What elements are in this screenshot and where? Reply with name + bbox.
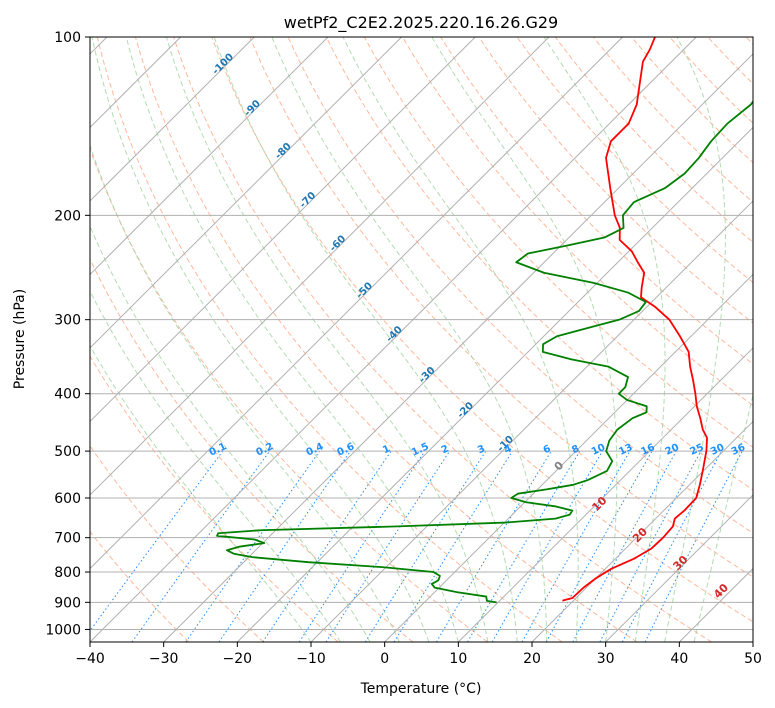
- y-tick-label: 400: [54, 387, 81, 403]
- moist-adiabat-line: [543, 37, 666, 642]
- mixing-ratio-line: [218, 450, 351, 642]
- isotherm-line: [90, 37, 329, 276]
- x-tick-label: 50: [744, 651, 762, 667]
- x-tick-label: 10: [449, 651, 467, 667]
- isotherm-line: [90, 37, 255, 202]
- x-tick-label: 30: [597, 651, 615, 667]
- dry-adiabat-line: [402, 37, 753, 407]
- mixing-ratio-label: 10: [590, 442, 607, 458]
- x-tick-label: 40: [670, 651, 688, 667]
- dewpoint-profile-line: [216, 100, 753, 604]
- dry-adiabat-line: [440, 37, 753, 365]
- dry-adiabat-line: [96, 37, 563, 642]
- dry-adiabat-line: [90, 355, 339, 642]
- series-layer: [216, 37, 753, 604]
- mixing-ratio-line: [325, 450, 451, 642]
- mixing-ratio-label: 30: [709, 442, 726, 458]
- x-tick-label: −30: [149, 651, 179, 667]
- y-tick-label: 300: [54, 313, 81, 329]
- x-tick-label: −40: [75, 651, 105, 667]
- moist-adiabat-line: [125, 37, 459, 642]
- x-tick-label: −10: [296, 651, 326, 667]
- mixing-ratio-label: 4: [503, 443, 514, 456]
- moist-adiabat-line: [165, 37, 489, 642]
- isotherm-line: [90, 37, 476, 423]
- y-tick-label: 800: [54, 565, 81, 581]
- background-lines: [90, 37, 753, 642]
- moist-adiabat-line: [342, 37, 579, 642]
- dry-adiabat-line: [90, 147, 488, 642]
- moist-adiabat-line: [693, 392, 753, 642]
- x-axis-label: Temperature (°C): [360, 681, 482, 697]
- x-tick-label: 20: [523, 651, 541, 667]
- moist-adiabat-line: [431, 37, 618, 642]
- mixing-ratio-line: [644, 450, 743, 642]
- mixing-ratio-label: 16: [639, 442, 656, 458]
- isotherm-line: [90, 37, 697, 642]
- dry-adiabat-line: [134, 37, 638, 642]
- mixing-ratio-line: [521, 450, 631, 642]
- mixing-ratio-label: 3: [476, 443, 487, 456]
- moist-adiabat-line: [91, 37, 430, 642]
- dry-adiabat-line: [325, 37, 753, 491]
- moist-adiabat-line: [213, 37, 518, 642]
- isotherm-line: [531, 420, 753, 642]
- moist-adiabat-line: [90, 225, 371, 642]
- mixing-ratio-label: 1: [381, 443, 392, 456]
- y-tick-label: 500: [54, 444, 81, 460]
- y-tick-label: 1000: [45, 622, 81, 638]
- x-tick-label: −20: [223, 651, 253, 667]
- isotherm-line: [90, 37, 402, 349]
- y-tick-label: 600: [54, 491, 81, 507]
- mixing-ratio-line: [131, 450, 271, 642]
- dry-adiabat-line: [516, 37, 753, 284]
- isotherm-line: [310, 200, 753, 642]
- y-axis-label: Pressure (hPa): [12, 289, 28, 389]
- mixing-ratio-line: [185, 450, 321, 642]
- isotherm-line: [90, 37, 623, 570]
- mixing-ratio-label: 8: [570, 443, 581, 456]
- mixing-ratio-line: [262, 450, 392, 642]
- dry-adiabat-line: [173, 37, 712, 642]
- moist-adiabat-line: [90, 143, 400, 642]
- mixing-ratio-line: [90, 450, 224, 632]
- mixing-ratio-line: [572, 450, 677, 642]
- mixing-ratio-label: 6: [542, 443, 553, 456]
- mixing-ratio-line: [298, 450, 426, 642]
- dry-adiabat-line: [90, 445, 264, 642]
- isotherm-line: [163, 53, 753, 642]
- isotherm-line: [236, 126, 753, 642]
- moist-adiabat-line: [90, 289, 341, 642]
- y-tick-label: 200: [54, 208, 81, 224]
- isotherm-line: [457, 347, 753, 642]
- dry-adiabat-line: [249, 37, 753, 578]
- mixing-ratio-label: 13: [617, 442, 634, 458]
- mixing-ratio-label: 20: [664, 442, 681, 458]
- isotherm-line: [605, 494, 753, 642]
- mixing-ratio-label: 36: [730, 442, 747, 458]
- mixing-ratio-line: [364, 450, 487, 642]
- mixing-ratio-line: [393, 450, 513, 642]
- temperature-profile-line: [562, 37, 708, 602]
- mixing-ratio-label: 25: [688, 442, 705, 458]
- y-tick-label: 700: [54, 531, 81, 547]
- x-tick-label: 0: [380, 651, 389, 667]
- dry-adiabat-line: [90, 530, 190, 642]
- isotherm-line: [90, 37, 550, 496]
- moist-adiabat-line: [664, 37, 726, 642]
- mixing-ratio-label: 2: [440, 443, 451, 456]
- isotherm-line: [384, 273, 753, 642]
- chart-title: wetPf2_C2E2.2025.220.16.26.G29: [284, 13, 558, 33]
- y-tick-label: 900: [54, 595, 81, 611]
- mixing-ratio-line: [545, 450, 653, 642]
- plot-frame: [89, 36, 754, 643]
- y-tick-label: 100: [54, 30, 81, 46]
- axis-layer: −40 −30 −20 −10 0 10 20 30 40 50 1000 900 800 700 600 5…: [45, 30, 762, 667]
